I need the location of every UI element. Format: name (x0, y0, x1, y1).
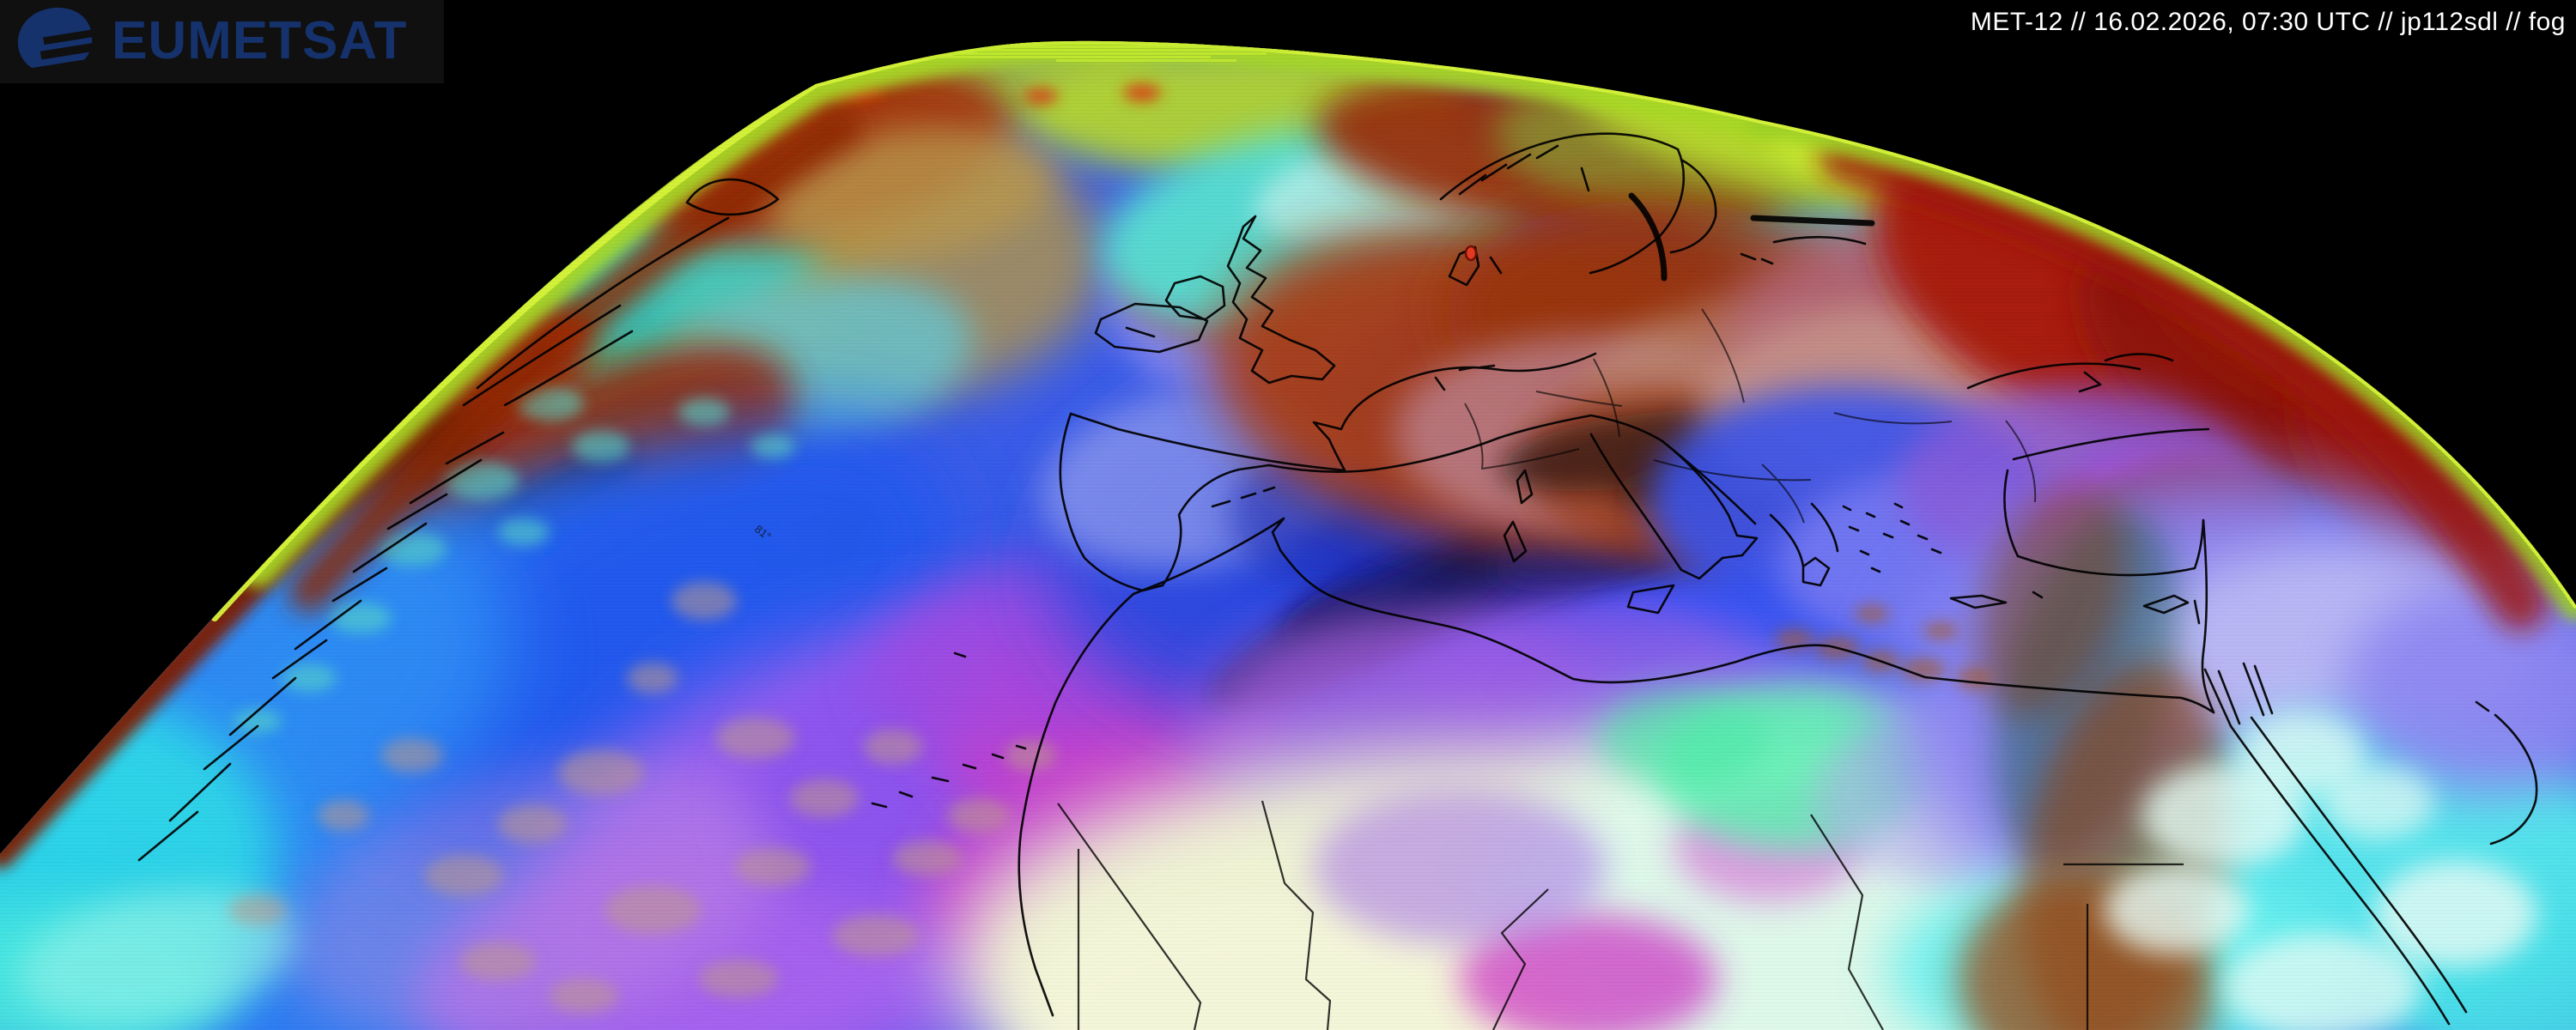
location-marker (1464, 245, 1478, 262)
country-borders (1057, 800, 2184, 1030)
baltic-waterways (1628, 192, 1875, 282)
eumetsat-logo: EUMETSAT (0, 0, 444, 83)
image-caption: MET-12 // 16.02.2026, 07:30 UTC // jp112… (1970, 8, 2566, 36)
europe-borders (1464, 308, 2037, 524)
cloud-speckles (228, 84, 1994, 1013)
eumetsat-logo-text: EUMETSAT (112, 11, 408, 70)
eumetsat-globe-icon (10, 7, 96, 79)
coastlines (137, 132, 2561, 1026)
